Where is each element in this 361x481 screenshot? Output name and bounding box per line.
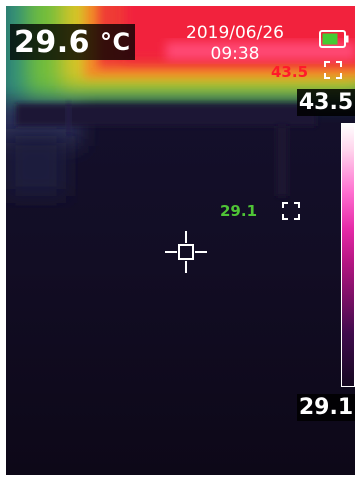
color-scale-bar [341, 123, 355, 387]
date-label: 2019/06/26 [186, 23, 284, 43]
thermal-camera-screen: 29.6 °C 2019/06/26 09:38 43.5 43.5 29.1 2… [6, 6, 355, 475]
scale-min-value: 29.1 [297, 394, 355, 421]
battery-icon [319, 30, 349, 48]
scale-max-value: 43.5 [297, 89, 355, 116]
hot-spot-temperature: 43.5 [271, 63, 309, 81]
cold-spot-temperature: 29.1 [220, 202, 258, 220]
cold-spot-marker-icon [282, 202, 300, 220]
center-temperature-value: 29.6 [14, 25, 91, 60]
center-temperature: 29.6 °C [10, 24, 135, 60]
crosshair-icon [165, 231, 207, 273]
time-label: 09:38 [210, 44, 260, 64]
hot-spot-marker-icon [324, 61, 342, 79]
date-time: 2019/06/26 09:38 [174, 23, 296, 65]
temperature-unit: °C [100, 28, 131, 56]
